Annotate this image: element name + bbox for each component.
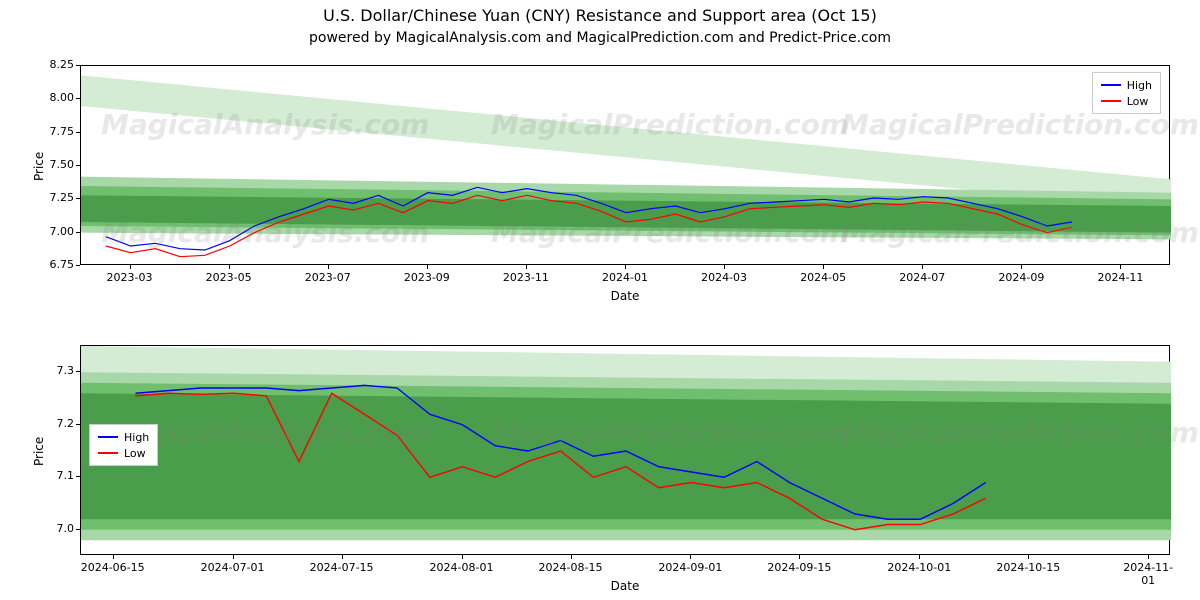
ytick-label: 7.25 xyxy=(40,191,74,204)
legend-swatch xyxy=(98,452,118,454)
ytick-label: 8.25 xyxy=(40,58,74,71)
bottom-chart-xlabel: Date xyxy=(80,579,1170,593)
legend-swatch xyxy=(1101,84,1121,86)
xtick-label: 2024-11 xyxy=(1097,271,1143,284)
legend-item: High xyxy=(98,429,149,445)
bottom-chart-svg xyxy=(81,346,1171,556)
legend-item: High xyxy=(1101,77,1152,93)
xtick-label: 2023-03 xyxy=(107,271,153,284)
support-resistance-band xyxy=(81,393,1171,519)
legend-item: Low xyxy=(98,445,149,461)
xtick-label: 2023-05 xyxy=(206,271,252,284)
legend-label: Low xyxy=(1127,95,1149,108)
ytick-label: 7.3 xyxy=(40,364,74,377)
legend-item: Low xyxy=(1101,93,1152,109)
xtick-label: 2024-03 xyxy=(701,271,747,284)
legend-label: High xyxy=(1127,79,1152,92)
top-chart-svg xyxy=(81,66,1171,266)
xtick-label: 2024-08-15 xyxy=(539,561,603,574)
top-chart-xlabel: Date xyxy=(80,289,1170,303)
xtick-label: 2024-06-15 xyxy=(81,561,145,574)
legend-swatch xyxy=(1101,100,1121,102)
chart-subtitle: powered by MagicalAnalysis.com and Magic… xyxy=(0,30,1200,46)
xtick-label: 2024-10-15 xyxy=(996,561,1060,574)
ytick-label: 7.0 xyxy=(40,522,74,535)
ytick-label: 7.00 xyxy=(40,225,74,238)
xtick-label: 2024-10-01 xyxy=(887,561,951,574)
xtick-label: 2024-07 xyxy=(899,271,945,284)
ytick-label: 7.2 xyxy=(40,417,74,430)
xtick-label: 2024-05 xyxy=(800,271,846,284)
xtick-label: 2024-09-01 xyxy=(658,561,722,574)
ytick-label: 7.50 xyxy=(40,158,74,171)
xtick-label: 2024-09-15 xyxy=(767,561,831,574)
xtick-label: 2024-01 xyxy=(602,271,648,284)
ytick-label: 6.75 xyxy=(40,258,74,271)
ytick-label: 8.00 xyxy=(40,91,74,104)
xtick-label: 2023-09 xyxy=(404,271,450,284)
ytick-label: 7.1 xyxy=(40,469,74,482)
xtick-label: 2024-11-01 xyxy=(1122,561,1174,587)
legend-label: Low xyxy=(124,447,146,460)
bottom-chart-ylabel: Price xyxy=(32,437,46,466)
xtick-label: 2023-07 xyxy=(305,271,351,284)
chart-suptitle: U.S. Dollar/Chinese Yuan (CNY) Resistanc… xyxy=(0,6,1200,25)
legend-label: High xyxy=(124,431,149,444)
bottom-chart-axes: MagicalAnalysis.com MagicalPrediction.co… xyxy=(80,345,1170,555)
top-chart-legend: High Low xyxy=(1092,72,1161,114)
bottom-chart-legend: High Low xyxy=(89,424,158,466)
xtick-label: 2024-08-01 xyxy=(430,561,494,574)
legend-swatch xyxy=(98,436,118,438)
xtick-label: 2024-09 xyxy=(998,271,1044,284)
xtick-label: 2024-07-01 xyxy=(201,561,265,574)
xtick-label: 2023-11 xyxy=(503,271,549,284)
top-chart-axes: MagicalAnalysis.com MagicalPrediction.co… xyxy=(80,65,1170,265)
figure: U.S. Dollar/Chinese Yuan (CNY) Resistanc… xyxy=(0,0,1200,600)
xtick-label: 2024-07-15 xyxy=(310,561,374,574)
ytick-label: 7.75 xyxy=(40,125,74,138)
